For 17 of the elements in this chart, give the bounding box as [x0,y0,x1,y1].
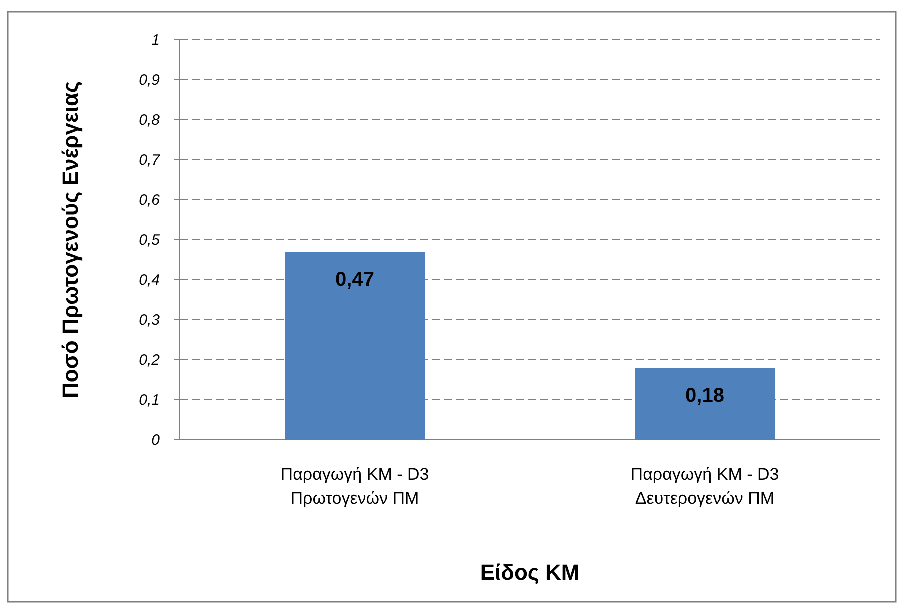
y-tick-label: 0,4 [139,272,160,289]
y-tick-label: 0 [152,432,161,449]
data-label: 0,18 [686,385,724,407]
y-tick-label: 0,8 [139,112,161,129]
y-tick-label: 0,9 [139,72,161,89]
y-tick-label: 1 [152,32,160,49]
y-tick-label: 0,3 [139,312,161,329]
y-tick-label: 0,1 [139,392,160,409]
x-tick-label: Παραγωγή ΚΜ - D3 Δευτερογενών ΠΜ [630,465,780,508]
y-tick-label: 0,7 [139,152,161,169]
y-tick-label: 0,6 [139,192,161,209]
x-axis-title: Είδος ΚΜ [480,560,580,585]
x-tick-label: Παραγωγή ΚΜ - D3 Πρωτογενών ΠΜ [280,465,430,508]
data-label: 0,47 [336,269,374,291]
y-tick-label: 0,2 [139,352,161,369]
y-axis-title: Ποσό Πρωτογενούς Ενέργειας [58,82,83,398]
y-tick-label: 0,5 [139,232,161,249]
